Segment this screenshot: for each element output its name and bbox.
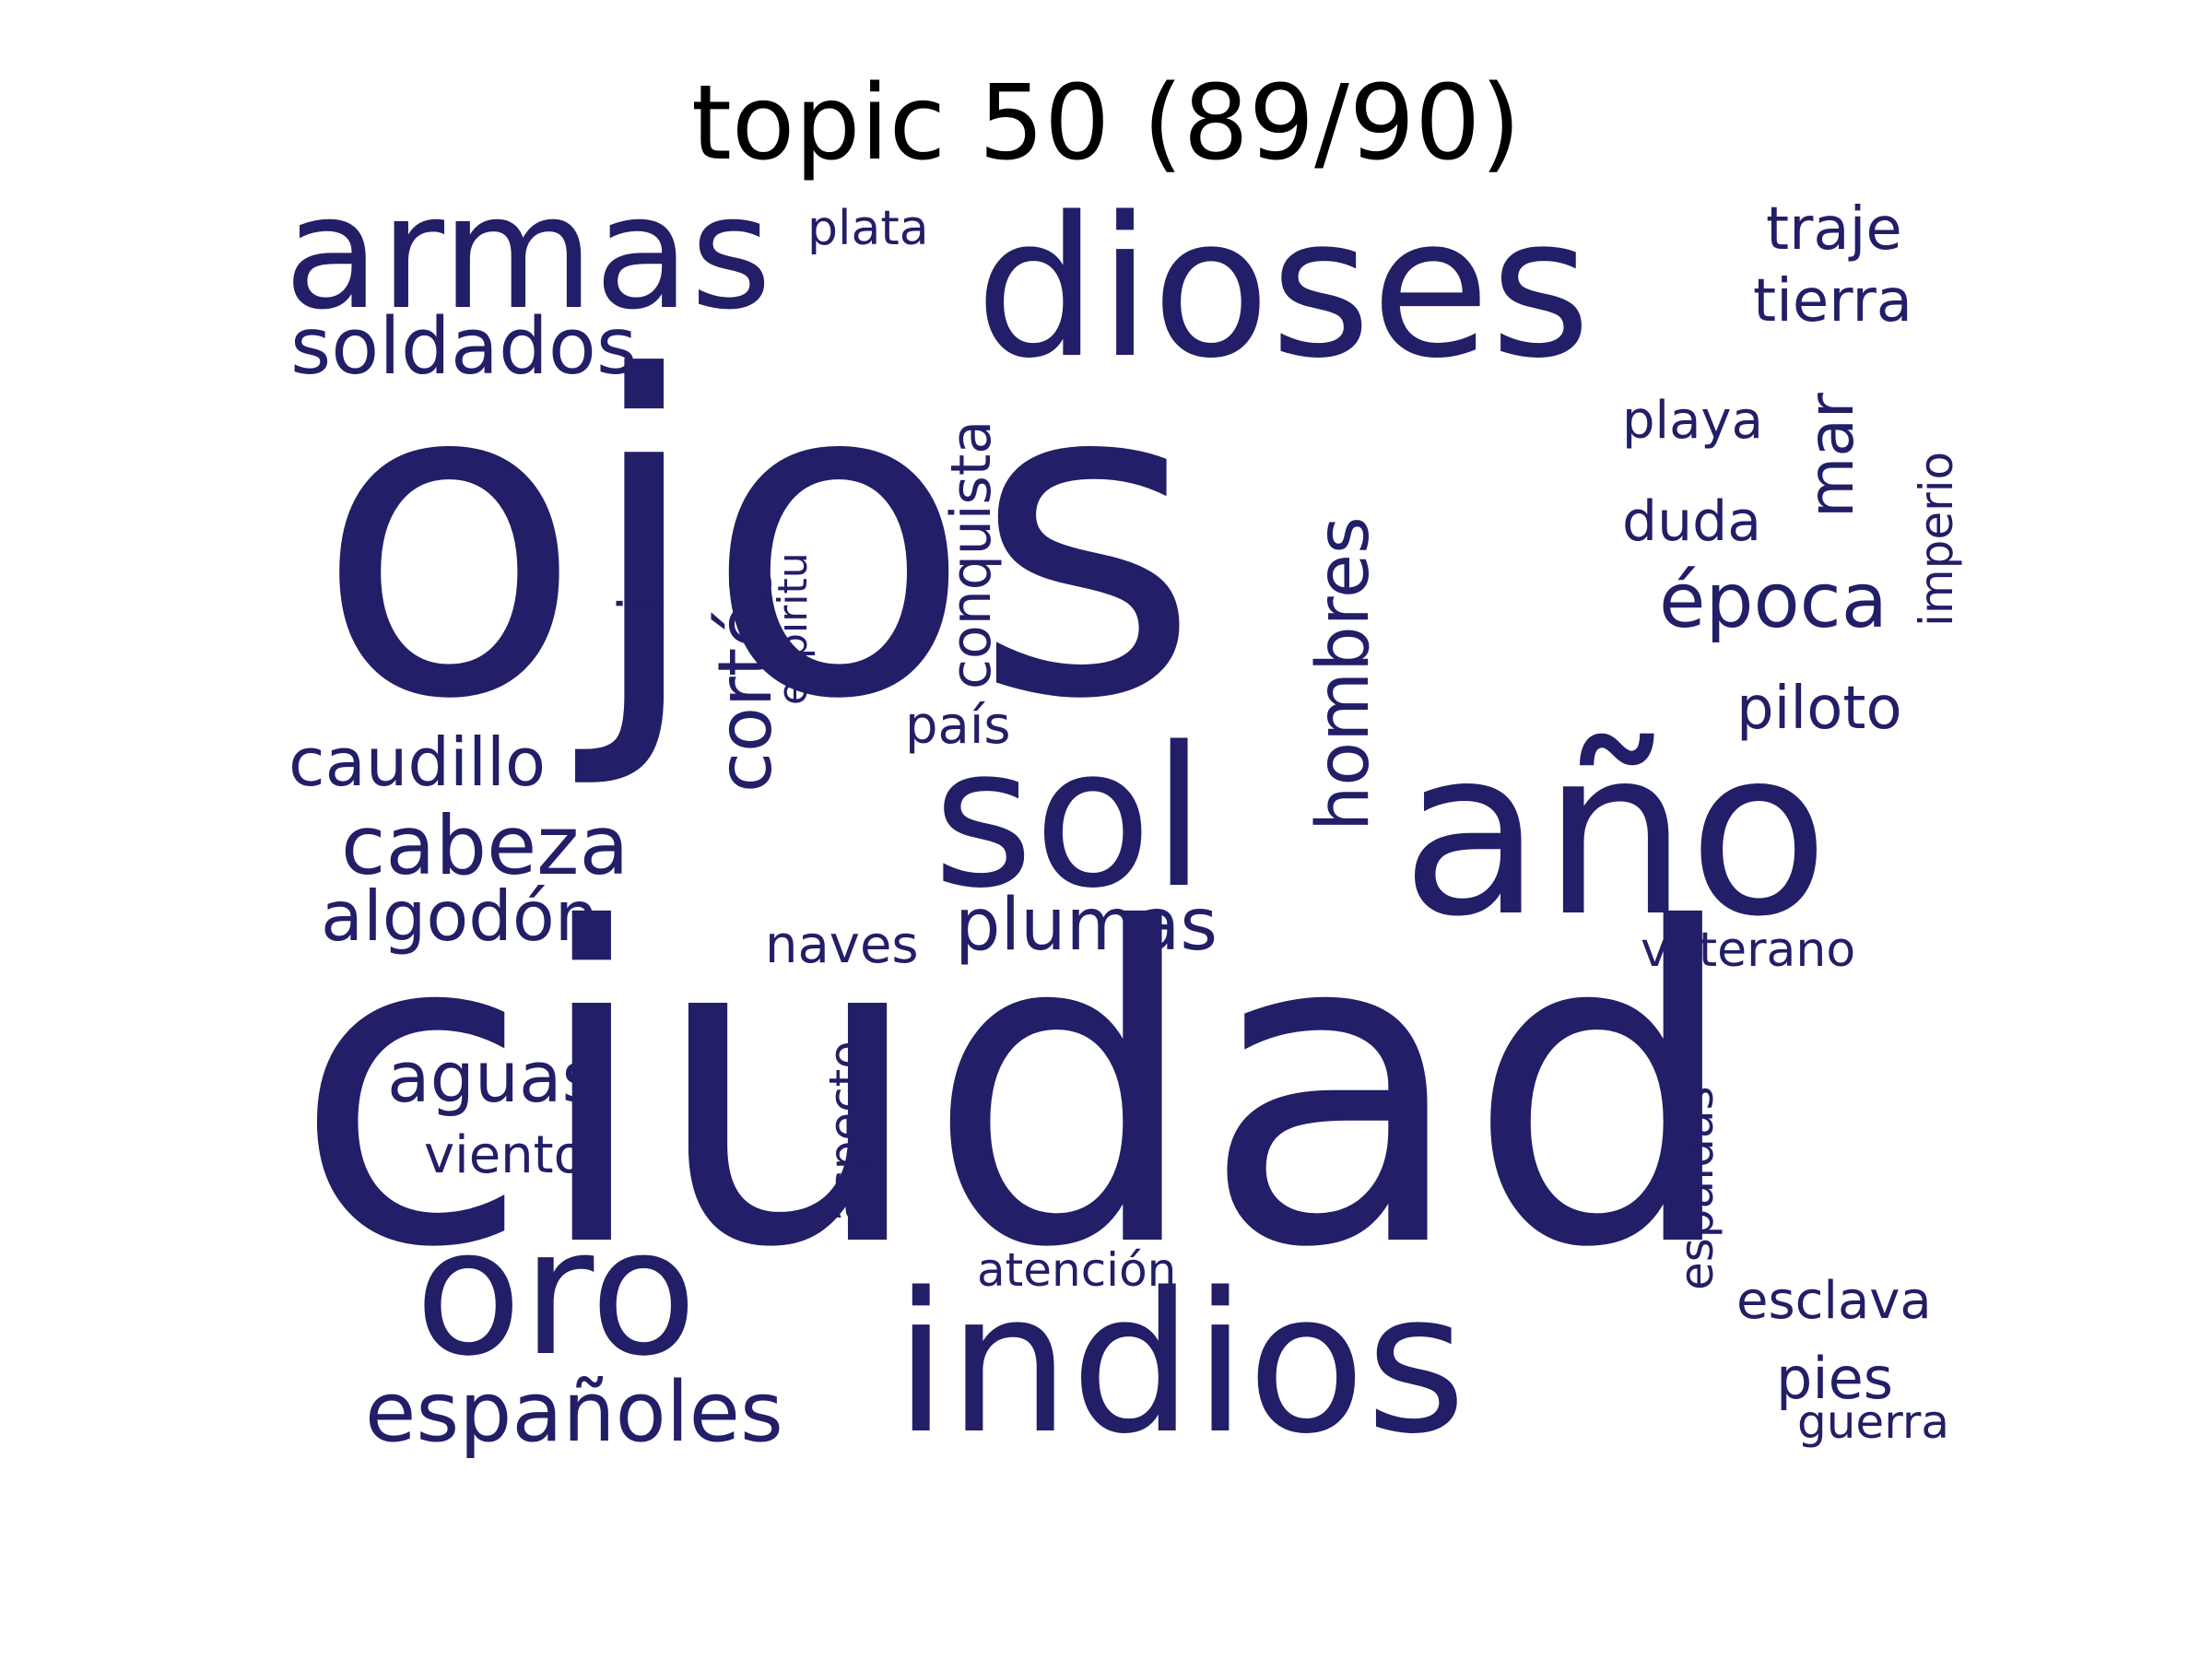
word-pies: pies	[1776, 1345, 1893, 1412]
word-tierra: tierra	[1753, 267, 1912, 335]
word-espíritu: espíritu	[770, 552, 817, 705]
word-atención: atención	[977, 1243, 1176, 1297]
word-dioses: dioses	[975, 175, 1591, 401]
word-españoles: españoles	[365, 1364, 783, 1461]
word-soldados: soldados	[290, 301, 637, 393]
word-ojos: ojos	[315, 286, 1201, 795]
word-aguas: aguas	[387, 1036, 598, 1118]
word-piloto: piloto	[1736, 675, 1902, 743]
word-algodón: algodón	[321, 876, 598, 957]
word-espaldas: espaldas	[1670, 1086, 1724, 1290]
word-caudillo: caudillo	[288, 724, 546, 801]
word-oro: oro	[415, 1191, 697, 1394]
word-vino: vino	[606, 524, 674, 645]
word-cortés: cortés	[702, 564, 788, 793]
word-plumas: plumas	[955, 884, 1218, 967]
word-guerra: guerra	[1797, 1395, 1949, 1449]
word-armas: armas	[284, 162, 771, 345]
word-cloud-title: topic 50 (89/90)	[690, 64, 1522, 183]
word-playa: playa	[1622, 391, 1763, 451]
word-aspecto: aspecto	[819, 1041, 873, 1222]
word-año: año	[1401, 699, 1830, 967]
word-sol: sol	[933, 705, 1206, 931]
word-indios: indios	[894, 1251, 1466, 1477]
word-plata: plata	[807, 201, 929, 256]
word-conquista: conquista	[939, 420, 1004, 689]
word-cabeza: cabeza	[341, 798, 629, 893]
word-viento: viento	[424, 1125, 585, 1185]
word-ciudad: ciudad	[293, 838, 1742, 1342]
word-país: país	[905, 696, 1011, 756]
word-esclava: esclava	[1736, 1271, 1932, 1331]
word-mar: mar	[1795, 393, 1868, 518]
word-hombres: hombres	[1302, 516, 1385, 831]
word-imperio: imperio	[1910, 452, 1963, 627]
word-traje: traje	[1766, 195, 1902, 264]
word-veterano: veterano	[1641, 923, 1855, 978]
word-época: época	[1659, 558, 1888, 645]
word-naves: naves	[765, 915, 919, 975]
word-duda: duda	[1622, 489, 1761, 554]
